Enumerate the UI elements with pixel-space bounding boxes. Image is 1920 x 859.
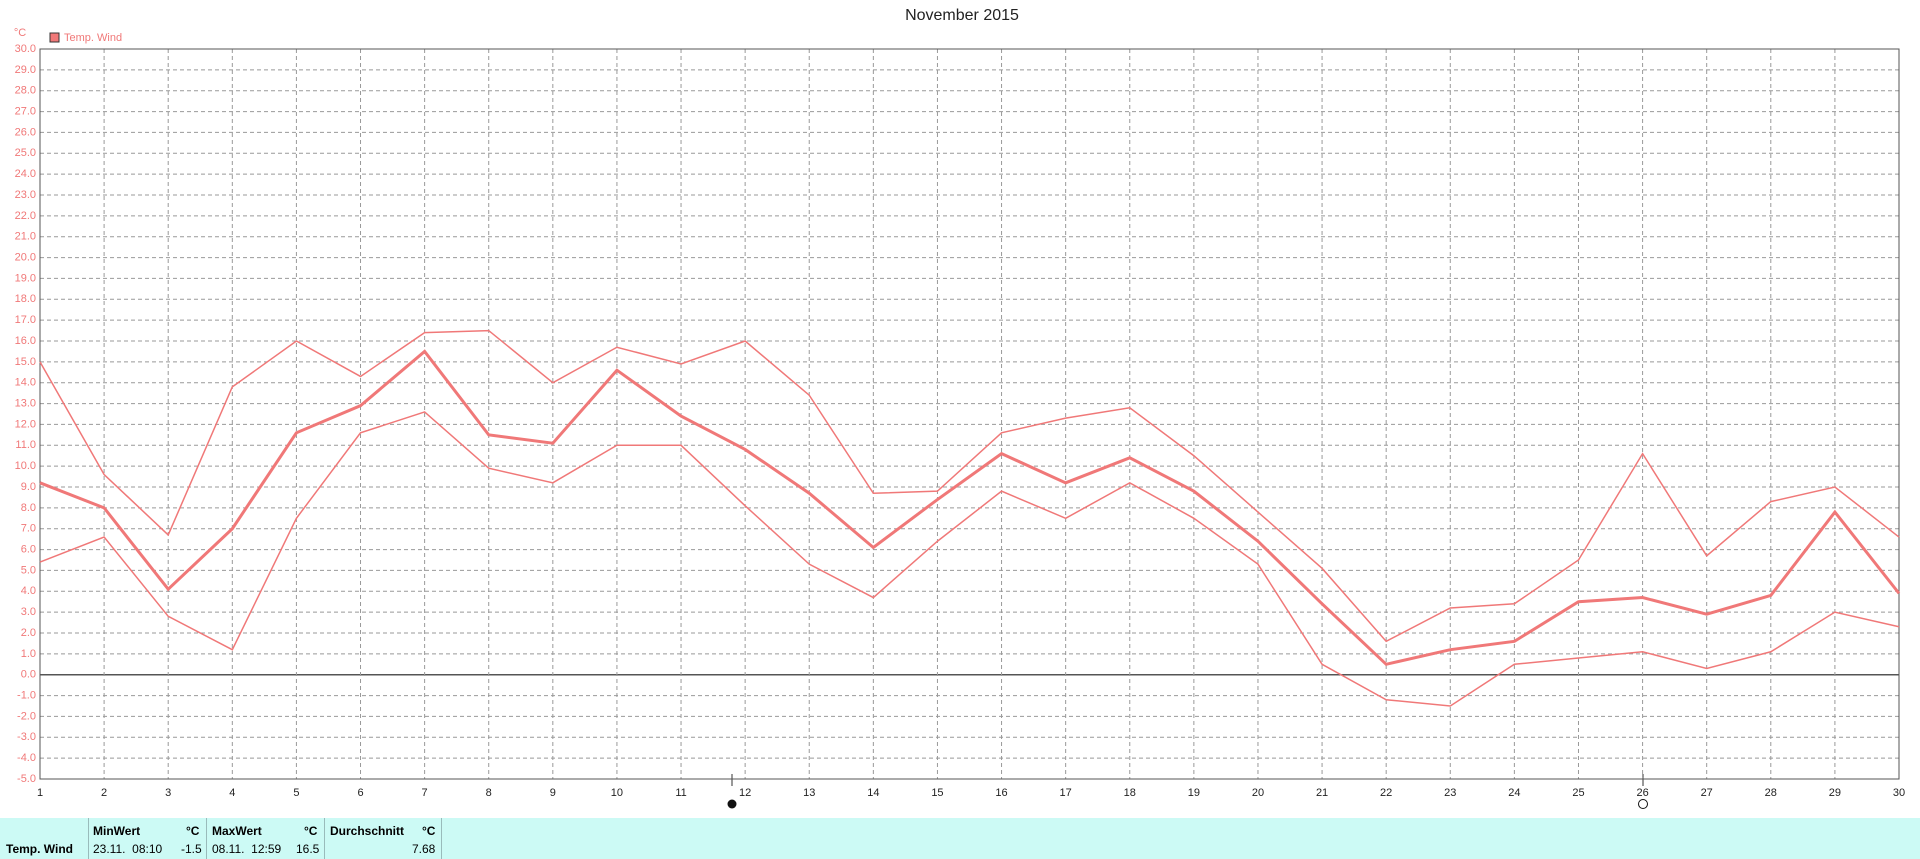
legend-swatch xyxy=(49,32,60,43)
x-tick-label: 25 xyxy=(1572,787,1584,799)
x-tick-label: 6 xyxy=(357,787,363,799)
header: MinWert xyxy=(93,824,141,838)
x-tick-label: 13 xyxy=(803,787,815,799)
x-tick-label: 22 xyxy=(1380,787,1392,799)
x-tick-label: 2 xyxy=(101,787,107,799)
x-tick-label: 30 xyxy=(1893,787,1905,799)
x-tick-label: 19 xyxy=(1188,787,1200,799)
y-tick-label: 7.0 xyxy=(21,523,36,535)
y-tick-label: 4.0 xyxy=(21,585,36,597)
y-tick-label: 18.0 xyxy=(15,293,36,305)
y-tick-label: 13.0 xyxy=(15,397,36,409)
y-tick-label: 24.0 xyxy=(15,168,36,180)
stats-table: Temp. Wind MinWert °C 23.11. 08:10 -1.5 … xyxy=(0,818,1920,859)
x-tick-label: 23 xyxy=(1444,787,1456,799)
y-tick-label: 10.0 xyxy=(15,460,36,472)
x-tick-label: 3 xyxy=(165,787,171,799)
y-tick-label: 14.0 xyxy=(15,377,36,389)
y-tick-label: 15.0 xyxy=(15,356,36,368)
chart: November 2015 °C Temp. Wind 30.029.028.0… xyxy=(14,7,1905,809)
y-tick-label: 9.0 xyxy=(21,481,36,493)
cell: 7.68 xyxy=(412,842,436,856)
plot-frame xyxy=(39,48,1900,780)
y-tick-label: -5.0 xyxy=(17,773,36,785)
y-tick-label: 21.0 xyxy=(15,231,36,243)
y-tick-label: 27.0 xyxy=(15,105,36,117)
y-tick-label: 2.0 xyxy=(21,627,36,639)
y-tick-label: 16.0 xyxy=(15,335,36,347)
x-tick-label: 20 xyxy=(1252,787,1264,799)
y-tick-label: 19.0 xyxy=(15,272,36,284)
x-tick-label: 8 xyxy=(486,787,492,799)
x-tick-label: 17 xyxy=(1060,787,1072,799)
y-tick-label: 3.0 xyxy=(21,606,36,618)
x-tick-label: 27 xyxy=(1701,787,1713,799)
header: Durchschnitt xyxy=(330,824,405,838)
divider xyxy=(88,818,89,859)
row-label: Temp. Wind xyxy=(6,842,73,856)
x-tick-label: 4 xyxy=(229,787,235,799)
series-line xyxy=(39,411,1900,707)
x-tick-label: 26 xyxy=(1636,787,1648,799)
x-tick-label: 24 xyxy=(1508,787,1520,799)
cell: 16.5 xyxy=(296,842,320,856)
header: °C xyxy=(422,824,436,838)
y-tick-label: 11.0 xyxy=(15,439,36,451)
x-tick-label: 5 xyxy=(293,787,299,799)
y-tick-label: 28.0 xyxy=(15,85,36,97)
y-tick-label: 6.0 xyxy=(21,543,36,555)
x-tick-label: 9 xyxy=(550,787,556,799)
y-tick-label: 0.0 xyxy=(21,669,36,681)
x-tick-label: 10 xyxy=(611,787,623,799)
x-tick-label: 18 xyxy=(1124,787,1136,799)
x-tick-label: 7 xyxy=(422,787,428,799)
chart-title: November 2015 xyxy=(905,7,1019,24)
y-tick-label: -1.0 xyxy=(17,689,36,701)
y-tick-label: 22.0 xyxy=(15,210,36,222)
y-tick-label: 17.0 xyxy=(15,314,36,326)
header: MaxWert xyxy=(212,824,262,838)
cell: -1.5 xyxy=(181,842,202,856)
series-line xyxy=(39,329,1900,643)
divider xyxy=(206,818,207,859)
full-moon-icon xyxy=(727,799,737,809)
x-tick-label: 21 xyxy=(1316,787,1328,799)
x-tick-label: 28 xyxy=(1765,787,1777,799)
y-tick-label: 20.0 xyxy=(15,251,36,263)
y-tick-label: 12.0 xyxy=(15,418,36,430)
y-tick-label: 1.0 xyxy=(21,648,36,660)
y-tick-label: 23.0 xyxy=(15,189,36,201)
cell: 08.11. 12:59 xyxy=(212,842,282,856)
y-tick-label: 26.0 xyxy=(15,126,36,138)
y-tick-label: 30.0 xyxy=(15,43,36,55)
y-tick-label: 25.0 xyxy=(15,147,36,159)
y-unit: °C xyxy=(14,27,26,39)
legend-label: Temp. Wind xyxy=(64,32,122,44)
x-tick-label: 15 xyxy=(931,787,943,799)
y-tick-label: -4.0 xyxy=(17,752,36,764)
y-tick-label: 8.0 xyxy=(21,502,36,514)
series-line xyxy=(39,349,1901,666)
x-tick-label: 12 xyxy=(739,787,751,799)
header: °C xyxy=(304,824,318,838)
header: °C xyxy=(186,824,200,838)
x-tick-label: 11 xyxy=(675,787,686,799)
divider xyxy=(441,818,442,859)
cell: 23.11. 08:10 xyxy=(93,842,163,856)
y-tick-label: -3.0 xyxy=(17,731,36,743)
divider xyxy=(324,818,325,859)
y-tick-label: -2.0 xyxy=(17,710,36,722)
x-tick-label: 14 xyxy=(867,787,879,799)
y-tick-label: 5.0 xyxy=(21,564,36,576)
x-tick-label: 1 xyxy=(37,787,43,799)
x-tick-label: 29 xyxy=(1829,787,1841,799)
new-moon-icon xyxy=(1638,799,1648,809)
x-tick-label: 16 xyxy=(995,787,1007,799)
y-tick-label: 29.0 xyxy=(15,64,36,76)
